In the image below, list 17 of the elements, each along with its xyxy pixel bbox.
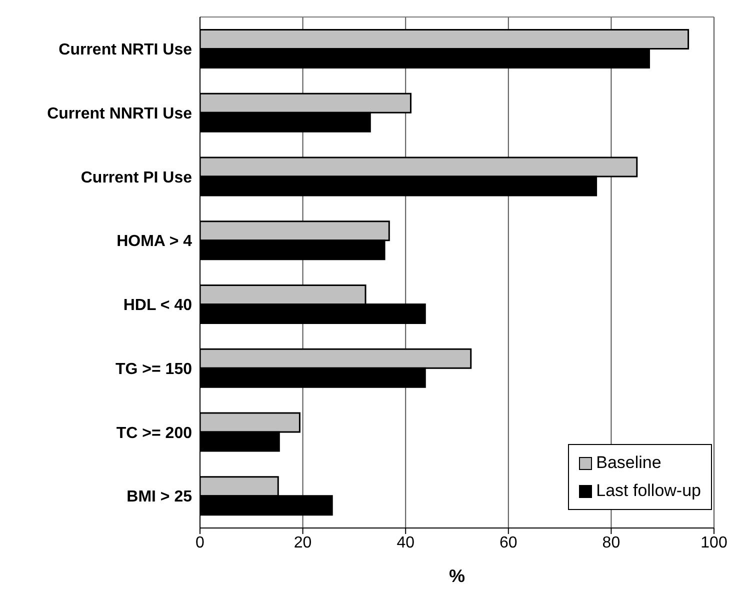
x-tick-label: 40 xyxy=(396,534,415,552)
y-tick-label: TC >= 200 xyxy=(116,424,192,442)
y-tick-label: BMI > 25 xyxy=(126,488,192,506)
y-tick-label: TG >= 150 xyxy=(116,360,192,378)
x-tick-label: 100 xyxy=(700,534,728,552)
y-tick-label: Current NRTI Use xyxy=(58,42,192,59)
x-axis-title: % xyxy=(448,566,466,586)
y-tick-label: Current NNRTI Use xyxy=(47,105,192,122)
x-tick-label: 80 xyxy=(602,534,620,552)
x-tick-label: 60 xyxy=(500,534,518,552)
legend-label: Last follow-up xyxy=(596,480,701,502)
y-tick-label: HDL < 40 xyxy=(123,297,192,314)
legend-label: Baseline xyxy=(596,452,662,474)
y-tick-label: HOMA > 4 xyxy=(116,233,192,250)
x-tick-label: 0 xyxy=(196,534,205,552)
y-tick-label: Current PI Use xyxy=(80,169,192,186)
x-tick-label: 20 xyxy=(294,534,312,552)
